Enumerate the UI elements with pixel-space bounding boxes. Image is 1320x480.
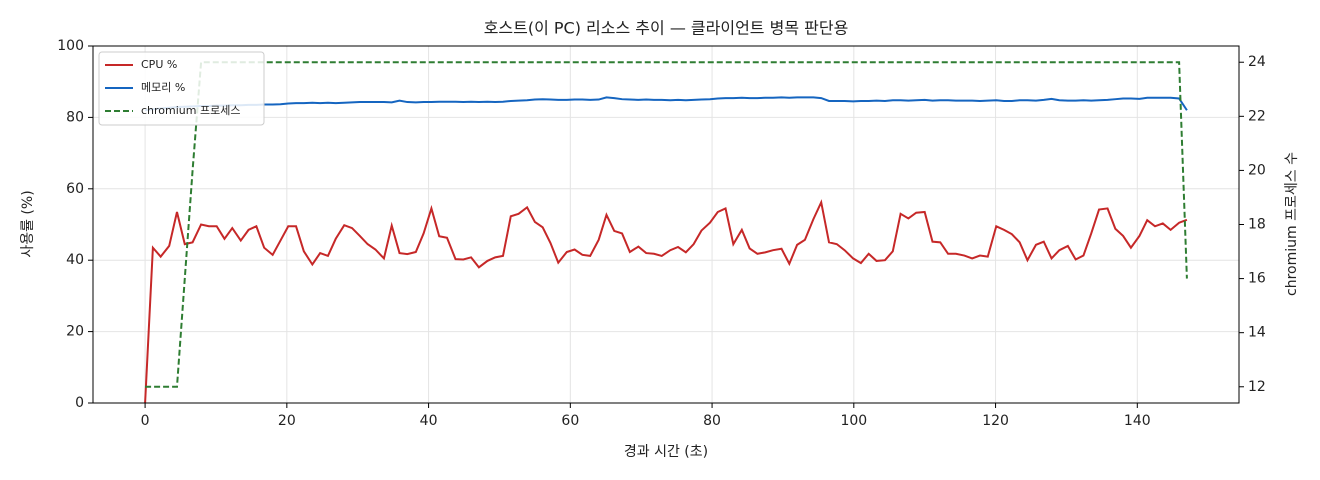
x-tick-label: 100 xyxy=(840,413,867,429)
x-axis-label: 경과 시간 (초) xyxy=(624,444,708,460)
y-tick-label: 60 xyxy=(66,181,84,197)
y2-tick-label: 20 xyxy=(1248,162,1266,178)
y-axis-label: 사용률 (%) xyxy=(20,190,36,257)
legend-label: chromium 프로세스 xyxy=(141,104,240,117)
y2-tick-label: 22 xyxy=(1248,108,1266,124)
series-line xyxy=(145,61,1188,388)
y2-tick-label: 12 xyxy=(1248,379,1266,395)
y2-tick-label: 18 xyxy=(1248,217,1266,233)
y2-tick-label: 16 xyxy=(1248,271,1266,287)
legend-label: CPU % xyxy=(141,58,177,71)
x-tick-label: 40 xyxy=(420,413,438,429)
x-tick-label: 20 xyxy=(278,413,296,429)
y-tick-label: 0 xyxy=(75,395,84,411)
legend-box xyxy=(98,51,265,126)
legend-label: 메모리 % xyxy=(141,81,185,94)
x-tick-label: 0 xyxy=(141,413,150,429)
x-tick-label: 80 xyxy=(703,413,721,429)
y-tick-label: 20 xyxy=(66,324,84,340)
legend: CPU % 메모리 % chromium 프로세스 xyxy=(98,51,265,126)
chart-title: 호스트(이 PC) 리소스 추이 — 클라이언트 병목 판단용 xyxy=(484,19,849,38)
x-tick-label: 60 xyxy=(561,413,579,429)
x-tick-label: 140 xyxy=(1124,413,1151,429)
y-tick-label: 80 xyxy=(66,109,84,125)
series-line xyxy=(144,199,1188,404)
y-tick-label: 100 xyxy=(57,38,84,54)
y2-tick-label: 24 xyxy=(1248,54,1266,70)
series-line xyxy=(144,96,1188,112)
y-tick-label: 40 xyxy=(66,252,84,268)
y2-tick-label: 14 xyxy=(1248,325,1266,341)
x-tick-label: 120 xyxy=(982,413,1009,429)
y2-axis-label: chromium 프로세스 수 xyxy=(1284,152,1300,296)
plot-frame xyxy=(92,45,1240,404)
